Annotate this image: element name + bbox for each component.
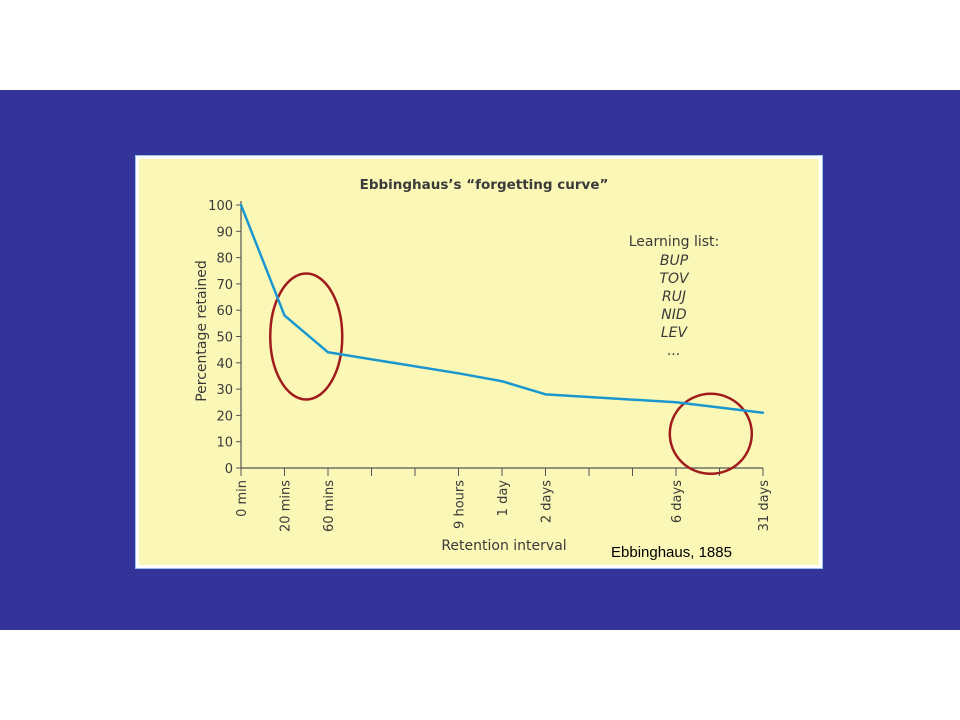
data-point-1 xyxy=(239,203,243,207)
y-tick-label-50: 50 xyxy=(216,331,233,346)
learning-list-heading: Learning list: xyxy=(629,234,720,250)
y-tick-label-10: 10 xyxy=(216,436,233,451)
learning-list-item-2: TOV xyxy=(659,271,690,287)
chart-title: Ebbinghaus’s “forgetting curve” xyxy=(360,177,609,193)
x-tick-label-6: 6 days xyxy=(670,480,685,523)
learning-list-item-3: RUJ xyxy=(662,289,686,305)
y-tick-label-100: 100 xyxy=(208,199,233,214)
ticks-group: 0 10 20 30 40 50 60 70 80 90 100 0 min 20 mins 60 min… xyxy=(208,199,772,532)
highlight-circle-1 xyxy=(269,272,344,401)
y-axis-label: Percentage retained xyxy=(194,260,210,402)
learning-list-annotation: Learning list: BUP TOV RUJ NID LEV... xyxy=(629,234,720,359)
learning-list-item-5: LEV xyxy=(661,325,689,341)
learning-list-item-1: BUP xyxy=(660,253,689,269)
forgetting-curve-chart: Ebbinghaus’s “forgetting curve” 0 10 20 30 4… xyxy=(194,177,772,554)
learning-list-item-4: NID xyxy=(661,307,687,323)
data-point-4 xyxy=(457,372,460,375)
x-tick-label-0: 0 min xyxy=(235,480,250,517)
data-point-6 xyxy=(544,393,547,396)
y-tick-label-80: 80 xyxy=(216,252,233,267)
data-point-7 xyxy=(674,401,678,404)
x-tick-label-7: 31 days xyxy=(757,480,772,532)
data-point-2 xyxy=(283,314,286,317)
y-tick-label-40: 40 xyxy=(216,357,233,372)
x-tick-label-5: 2 days xyxy=(540,480,555,523)
y-tick-label-20: 20 xyxy=(216,409,233,424)
data-point-5 xyxy=(500,380,504,383)
y-tick-label-30: 30 xyxy=(216,383,233,398)
learning-list-item-6: ... xyxy=(667,343,680,359)
chart-frame: Ebbinghaus’s “forgetting curve” 0 10 20 30 4… xyxy=(135,155,823,569)
y-tick-label-90: 90 xyxy=(216,225,233,240)
y-tick-label-0: 0 xyxy=(225,462,233,477)
y-tick-label-70: 70 xyxy=(216,278,233,293)
x-tick-label-1: 20 mins xyxy=(279,480,294,532)
series-line-1 xyxy=(239,204,764,415)
highlight-circle-2 xyxy=(668,392,754,476)
data-point-3 xyxy=(326,351,330,354)
x-tick-label-4: 1 day xyxy=(496,480,511,517)
y-tick-label-60: 60 xyxy=(216,304,233,319)
data-point-8 xyxy=(761,411,765,414)
x-tick-label-3: 9 hours xyxy=(453,480,468,529)
chart-panel: Ebbinghaus’s “forgetting curve” 0 10 20 30 4… xyxy=(139,159,819,565)
highlight-circles xyxy=(269,272,754,476)
x-tick-label-2: 60 mins xyxy=(322,480,337,532)
series-group xyxy=(239,203,765,415)
citation-caption: Ebbinghaus, 1885 xyxy=(611,544,732,561)
x-axis-label: Retention interval xyxy=(441,538,566,554)
